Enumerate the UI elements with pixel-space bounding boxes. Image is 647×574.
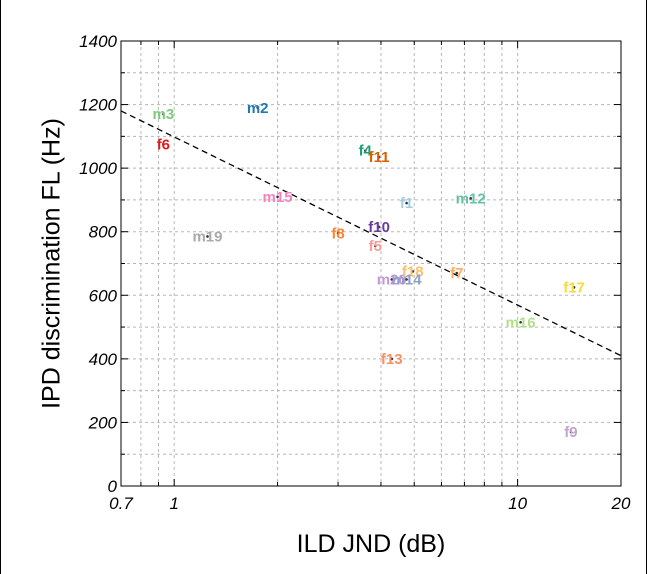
x-tick-label: 0.7 <box>109 494 133 513</box>
fit-line-layer <box>120 110 622 357</box>
data-point-label: f11 <box>369 149 390 166</box>
data-point <box>569 430 573 434</box>
data-point <box>377 225 381 229</box>
data-point-label: m19 <box>192 228 222 245</box>
data-point <box>162 143 165 146</box>
data-point <box>336 232 340 235</box>
data-point <box>469 197 472 200</box>
data-point-label: f6 <box>157 136 170 153</box>
data-point-label: f9 <box>564 424 577 441</box>
data-point-label: m15 <box>263 189 293 206</box>
data-point <box>411 270 415 273</box>
y-tick-label: 800 <box>89 223 118 242</box>
data-point <box>162 112 165 116</box>
data-point-label: m20 <box>377 271 407 288</box>
data-point <box>276 195 279 199</box>
data-point <box>572 286 576 289</box>
x-axis-label: ILD JND (dB) <box>297 530 446 558</box>
data-point <box>405 278 408 281</box>
data-point <box>377 155 381 159</box>
data-point <box>363 149 367 152</box>
y-tick-label: 200 <box>88 413 118 432</box>
y-tick-label: 0 <box>108 477 118 496</box>
data-point <box>390 357 394 361</box>
x-tick-label: 20 <box>611 494 631 513</box>
data-point-label: m3 <box>153 106 175 123</box>
data-point <box>256 106 259 110</box>
y-tick-label: 1200 <box>79 96 117 115</box>
y-tick-label: 600 <box>89 286 118 305</box>
data-point-label: f7 <box>450 265 463 282</box>
data-point-label: m12 <box>456 190 486 207</box>
data-point-label: f10 <box>368 219 390 236</box>
data-point-label: f17 <box>563 279 585 296</box>
data-point-label: m14 <box>392 271 423 288</box>
data-point-label: f5 <box>369 238 382 255</box>
data-point <box>405 201 408 205</box>
y-tick-label: 400 <box>89 350 118 369</box>
data-point-label: f8 <box>331 225 344 242</box>
data-point-label: f1 <box>400 195 413 212</box>
grid <box>121 41 621 486</box>
y-tick-label: 1400 <box>79 32 117 51</box>
data-point-label: m16 <box>506 314 536 331</box>
x-tick-label: 10 <box>508 494 527 513</box>
data-point-label: m2 <box>247 100 269 117</box>
data-point-label: f4 <box>359 143 373 160</box>
x-tick-label: 1 <box>169 494 178 513</box>
fit-line <box>120 110 622 357</box>
data-point <box>455 271 459 275</box>
y-tick-label: 1000 <box>79 159 117 178</box>
data-point <box>519 321 522 324</box>
y-axis-label: IPD discrimination FL (Hz) <box>38 118 66 409</box>
data-point-label: f18 <box>402 263 424 280</box>
data-point-label: f13 <box>381 351 403 368</box>
data-point <box>206 235 209 238</box>
data-point <box>373 244 377 248</box>
data-point <box>390 278 394 281</box>
